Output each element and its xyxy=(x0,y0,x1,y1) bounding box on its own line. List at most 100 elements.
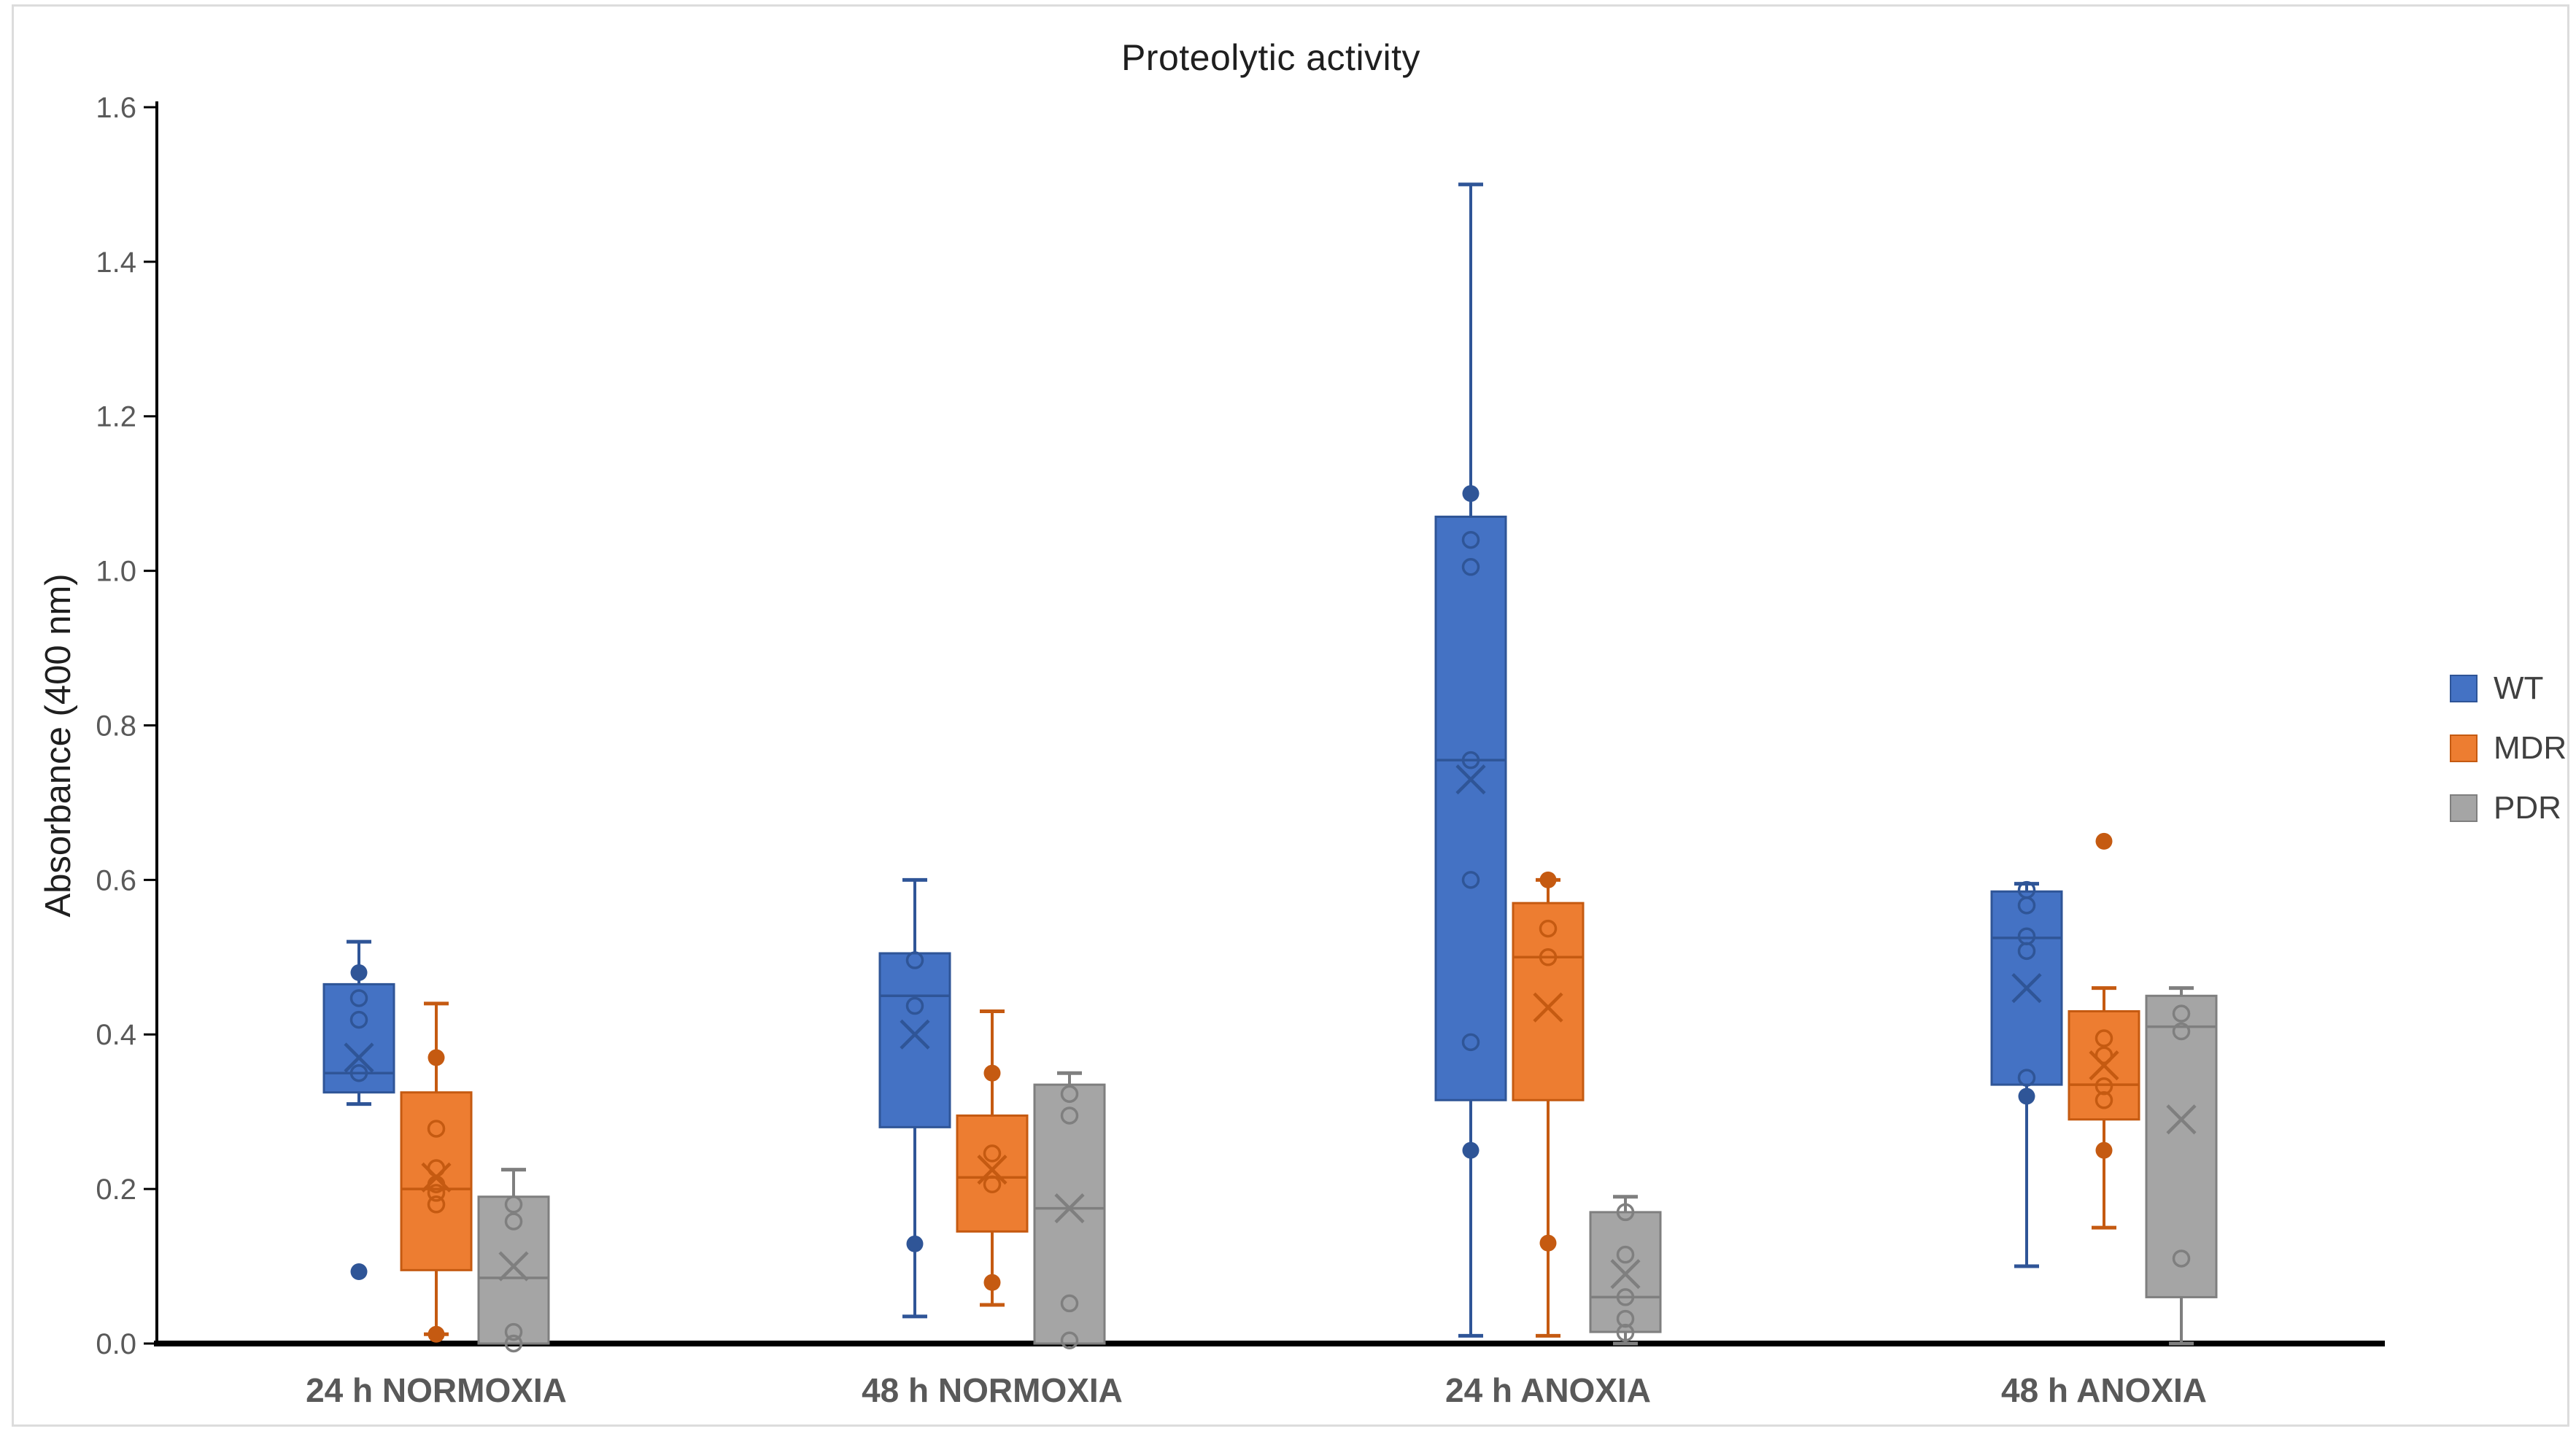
chart-title: Proteolytic activity xyxy=(1121,37,1421,78)
mdr-series-swatch-icon xyxy=(2450,734,2478,762)
data-point-open xyxy=(905,951,924,969)
mean-x-marker xyxy=(1610,1259,1641,1290)
data-point-open xyxy=(2172,1022,2191,1041)
x-category-label: 48 h NORMOXIA xyxy=(862,1371,1123,1409)
y-axis-tick-label: 1.6 xyxy=(96,92,136,124)
data-point-open xyxy=(2017,896,2036,915)
data-point-open xyxy=(2095,1077,2113,1096)
data-point-open xyxy=(1539,948,1558,966)
mean-x-marker xyxy=(421,1162,452,1193)
y-axis-tick-label: 0.8 xyxy=(96,710,136,742)
mean-x-marker xyxy=(1455,764,1486,795)
data-point-open xyxy=(504,1322,523,1341)
y-axis-tick-label: 1.2 xyxy=(96,401,136,433)
data-point-open xyxy=(349,1063,368,1082)
data-point-filled xyxy=(906,1235,924,1252)
y-axis-tick-label: 1.0 xyxy=(96,556,136,588)
box-mdr xyxy=(1512,902,1585,1101)
data-point-open xyxy=(1461,530,1480,549)
box-wt xyxy=(322,982,395,1094)
wt-series-swatch-icon xyxy=(2450,675,2478,702)
box-wt xyxy=(1434,515,1507,1101)
data-point-open xyxy=(2095,1029,2113,1047)
box-mdr xyxy=(400,1091,473,1271)
mean-x-marker xyxy=(977,1155,1007,1185)
box-wt xyxy=(878,952,951,1128)
mean-x-marker xyxy=(2166,1104,2197,1135)
data-point-filled xyxy=(2095,1141,2113,1159)
y-axis-tick-label: 0.0 xyxy=(96,1328,136,1360)
x-category-label: 48 h ANOXIA xyxy=(2001,1371,2207,1409)
data-point-open xyxy=(2017,1069,2036,1087)
data-point-filled xyxy=(1539,871,1557,888)
data-point-filled xyxy=(350,1263,368,1280)
data-point-open xyxy=(2095,1046,2113,1065)
y-axis-tick-label: 0.6 xyxy=(96,864,136,896)
data-point-open xyxy=(2095,1091,2113,1109)
box-pdr xyxy=(2145,994,2218,1298)
data-point-open xyxy=(504,1212,523,1230)
y-axis-tick-label: 1.4 xyxy=(96,247,136,279)
mean-x-marker xyxy=(498,1251,529,1282)
data-point-filled xyxy=(1462,485,1480,503)
box-mdr xyxy=(956,1114,1029,1233)
legend-label-pdr: PDR xyxy=(2494,790,2561,826)
chart-legend: WT MDR PDR xyxy=(2450,672,2567,824)
mean-x-marker xyxy=(2089,1050,2119,1081)
mean-x-marker xyxy=(344,1042,374,1073)
data-point-open xyxy=(427,1184,446,1202)
data-point-open xyxy=(2172,1004,2191,1023)
data-point-open xyxy=(349,989,368,1007)
data-point-open xyxy=(1060,1331,1079,1350)
data-point-filled xyxy=(1539,1234,1557,1252)
y-axis-tick-label: 0.2 xyxy=(96,1174,136,1206)
legend-item-mdr: MDR xyxy=(2450,732,2567,764)
data-point-open xyxy=(349,1010,368,1029)
data-point-open xyxy=(1616,1309,1635,1328)
data-point-open xyxy=(504,1195,523,1214)
data-point-filled xyxy=(983,1274,1001,1291)
data-point-open xyxy=(427,1120,446,1138)
data-point-open xyxy=(1461,558,1480,576)
data-point-open xyxy=(1616,1288,1635,1306)
data-point-open xyxy=(2172,1249,2191,1268)
data-point-filled xyxy=(2095,832,2113,850)
data-point-open xyxy=(427,1195,446,1214)
y-axis-tick-label: 0.4 xyxy=(96,1019,136,1051)
pdr-series-swatch-icon xyxy=(2450,794,2478,822)
data-point-filled xyxy=(1462,1141,1480,1159)
legend-item-wt: WT xyxy=(2450,672,2567,705)
mean-x-marker xyxy=(900,1019,930,1050)
data-point-open xyxy=(504,1334,523,1353)
data-point-filled xyxy=(350,964,368,981)
legend-label-wt: WT xyxy=(2494,670,2544,706)
data-point-open xyxy=(1461,871,1480,889)
x-category-label: 24 h ANOXIA xyxy=(1445,1371,1651,1409)
legend-label-mdr: MDR xyxy=(2494,730,2567,766)
data-point-open xyxy=(1060,1294,1079,1313)
data-point-open xyxy=(1060,1085,1079,1104)
data-point-open xyxy=(1616,1245,1635,1264)
x-category-label: 24 h NORMOXIA xyxy=(306,1371,567,1409)
data-point-filled xyxy=(983,1064,1001,1082)
data-point-open xyxy=(1461,1033,1480,1052)
data-point-open xyxy=(983,1175,1002,1194)
box-pdr xyxy=(1033,1083,1106,1345)
data-point-open xyxy=(2017,942,2036,961)
mean-x-marker xyxy=(2011,973,2042,1004)
mean-x-marker xyxy=(1533,992,1563,1023)
data-point-open xyxy=(1616,1323,1635,1342)
data-point-open xyxy=(1539,919,1558,938)
data-point-filled xyxy=(2018,1088,2035,1105)
mean-x-marker xyxy=(1054,1193,1085,1224)
data-point-filled xyxy=(428,1049,445,1066)
data-point-open xyxy=(1616,1203,1635,1222)
data-point-open xyxy=(1461,751,1480,770)
legend-item-pdr: PDR xyxy=(2450,792,2567,824)
data-point-open xyxy=(983,1144,1002,1163)
data-point-open xyxy=(905,996,924,1015)
box-pdr xyxy=(477,1195,550,1345)
data-point-filled xyxy=(428,1325,445,1343)
